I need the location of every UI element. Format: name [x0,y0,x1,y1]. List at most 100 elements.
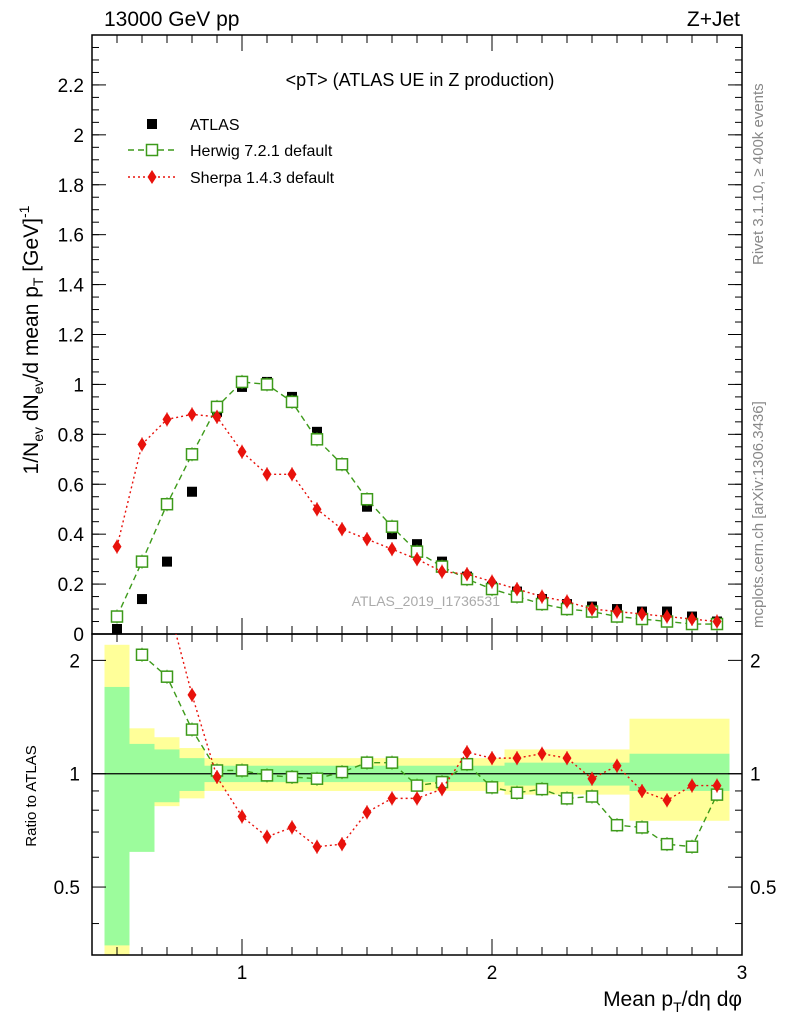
main-atlas-point [137,594,147,605]
ratio-sherpa-point [637,783,647,798]
ratio-sherpa-point [587,771,597,786]
main-sherpa-point [237,444,247,459]
main-herwig-line [116,381,717,625]
main-atlas-point [387,529,397,540]
main-sherpa-point [462,567,472,582]
ratio-sherpa-point [712,778,722,793]
main-herwig-point [335,458,349,471]
x-tick-label: 3 [737,963,748,984]
ratio-axis-ticks: 0.5 0.5 1 1 2 2 1 2 3 [54,634,776,984]
main-sherpa-point [587,602,597,617]
ratio-sherpa-point [337,837,347,852]
legend-herwig-label: Herwig 7.2.1 default [190,143,333,160]
ratio-herwig-point [260,769,274,782]
main-sherpa-point [362,532,372,547]
main-atlas-point [412,539,422,550]
inner-band-bin [104,686,130,946]
main-sherpa-point [612,604,622,619]
ratio-bands [104,644,730,955]
main-herwig-point [185,448,199,461]
legend-sherpa-marker [147,170,157,184]
ratio-sherpa-point [287,820,297,835]
ratio-herwig-point [660,837,674,851]
ratio-herwig-point [135,648,149,661]
ratio-sherpa-point [412,791,422,806]
legend-sherpa-label: Sherpa 1.4.3 default [190,170,335,187]
inner-band-bin [629,753,730,791]
main-sherpa-point [537,589,547,604]
ratio-herwig-point [510,786,524,800]
main-herwig-point [385,520,399,533]
main-herwig-point [135,555,149,568]
ratio-y-tick-label: 1 [69,765,80,786]
main-herwig-point [235,375,249,389]
ratio-herwig-point [460,757,474,771]
inner-band-bin [154,749,180,803]
ratio-sherpa-point [687,778,697,793]
ratio-sherpa-point [537,746,547,761]
main-sherpa-point [262,467,272,482]
ratio-herwig-point [285,770,299,784]
plot-title: <pT> (ATLAS UE in Z production) [286,70,555,90]
x-axis-label: Mean pT/dη dφ [603,988,742,1015]
ratio-herwig-point [335,765,349,779]
main-sherpa-point [687,612,697,627]
ratio-y-tick-label-right: 0.5 [750,878,776,899]
ratio-herwig-point [160,670,174,683]
mcplots-label: mcplots.cern.ch [arXiv:1306.3436] [750,401,767,628]
ratio-sherpa-point [237,809,247,824]
main-sherpa-point [112,539,122,554]
ratio-sherpa-point [187,687,197,702]
ratio-sherpa-point [163,593,172,607]
ratio-herwig-point [560,792,574,805]
main-herwig-point [260,378,274,391]
y-tick-label: 2 [73,126,84,147]
analysis-watermark: ATLAS_2019_I1736531 [352,593,501,609]
rivet-label: Rivet 3.1.10, ≥ 400k events [750,83,767,265]
main-series [110,374,724,634]
main-herwig-point [110,610,124,623]
main-herwig-point [160,497,174,511]
main-sherpa-point [437,564,447,579]
ratio-y-axis-label: Ratio to ATLAS [23,745,40,846]
ratio-sherpa-point [262,829,272,844]
main-herwig-point [310,433,324,446]
y-tick-label: 2.2 [58,76,84,97]
main-sherpa-point [337,522,347,537]
ratio-herwig-point [235,764,249,777]
main-atlas-point [162,556,172,567]
ratio-sherpa-point [212,770,222,785]
ratio-series-group [135,593,724,854]
ratio-herwig-point [585,790,599,803]
legend-atlas-label: ATLAS [190,117,240,134]
ratio-herwig-point [385,756,399,769]
main-sherpa-point [387,542,397,557]
ratio-sherpa-point [512,751,522,766]
main-y-axis-label: 1/Nev dNev/d mean pT [GeV]-1 [16,205,46,474]
main-sherpa-point [562,594,572,609]
y-tick-label: 0.8 [58,425,84,446]
ratio-sherpa-point [487,751,497,766]
ratio-sherpa-point [462,745,472,760]
ratio-y-tick-label: 0.5 [54,878,80,899]
main-sherpa-point [487,574,497,589]
inner-band-bin [179,758,205,791]
y-tick-label: 1.4 [58,276,85,297]
main-herwig-point [285,395,299,409]
main-sherpa-point [712,614,722,629]
y-tick-label: 0 [73,625,84,646]
main-sherpa-point [187,407,197,422]
main-sherpa-point [512,582,522,597]
ratio-sherpa-point [662,793,672,808]
y-tick-label: 1 [73,375,84,396]
ratio-sherpa-point [612,758,622,773]
legend: ATLAS Herwig 7.2.1 default Sherpa 1.4.3 de… [128,117,335,187]
main-sherpa-point [287,467,297,482]
ratio-herwig-point [410,779,424,792]
y-tick-label: 0.4 [58,525,85,546]
main-sherpa-point [137,437,147,452]
ratio-series [135,593,724,854]
y-tick-label: 0.6 [58,475,84,496]
y-tick-label: 1.2 [58,326,84,347]
